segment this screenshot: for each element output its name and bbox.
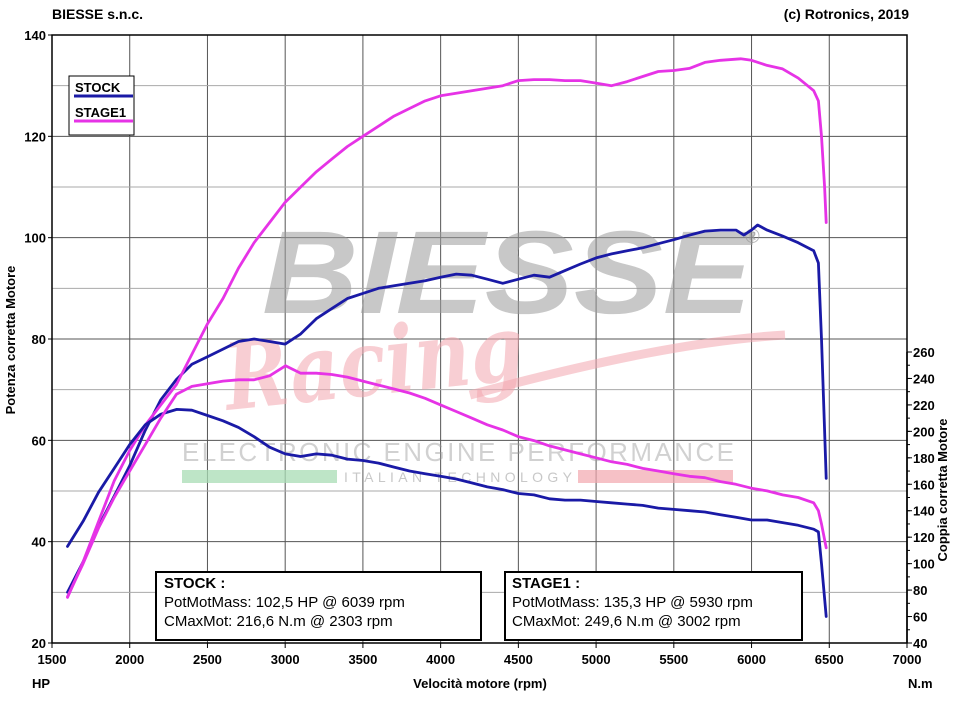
x-tick-label: 7000 xyxy=(893,652,922,667)
y-left-tick-label: 140 xyxy=(24,28,46,43)
copyright-text: (c) Rotronics, 2019 xyxy=(783,6,909,22)
y-right-tick-label: 160 xyxy=(913,477,935,492)
chart-series xyxy=(66,57,828,618)
y-right-tick-label: 240 xyxy=(913,371,935,386)
summary-stock-title: STOCK : xyxy=(164,575,225,592)
y-right-tick-label: 80 xyxy=(913,583,927,598)
chart-axes: 1500 2000 2500 3000 3500 4000 4500 5000 5500 6000… xyxy=(24,28,934,667)
y-right-tick-label: 200 xyxy=(913,424,935,439)
series-line-stock-torque xyxy=(66,407,828,618)
y-axis-title-left: Potenza corretta Motore xyxy=(3,266,18,415)
series-line-stage1-torque xyxy=(66,364,828,599)
x-tick-label: 1500 xyxy=(38,652,67,667)
x-tick-label: 3000 xyxy=(271,652,300,667)
y-axis-title-right: Coppia corretta Motore xyxy=(935,418,950,561)
series-line-stage1-power xyxy=(66,57,828,599)
legend-label-stock: STOCK xyxy=(75,80,121,95)
watermark-tagline: ELECTRONIC ENGINE PERFORMANCE xyxy=(182,437,734,467)
legend-label-stage1: STAGE1 xyxy=(75,105,126,120)
summary-stage1-power: PotMotMass: 135,3 HP @ 5930 rpm xyxy=(512,594,753,611)
y-left-tick-label: 20 xyxy=(32,636,46,651)
watermark-pink-bar xyxy=(578,470,733,483)
y-right-tick-label: 60 xyxy=(913,610,927,625)
y-right-tick-label: 260 xyxy=(913,345,935,360)
x-tick-label: 2000 xyxy=(115,652,144,667)
watermark-swoosh xyxy=(468,330,786,400)
y-left-tick-label: 60 xyxy=(32,433,46,448)
summary-stock-power: PotMotMass: 102,5 HP @ 6039 rpm xyxy=(164,594,405,611)
y-left-tick-label: 80 xyxy=(32,332,46,347)
summary-box-stage1: STAGE1 : PotMotMass: 135,3 HP @ 5930 rpm… xyxy=(504,571,803,641)
y-right-tick-label: 40 xyxy=(913,636,927,651)
company-name: BIESSE s.n.c. xyxy=(52,6,144,22)
legend-box xyxy=(68,75,135,136)
x-axis-unit-left: HP xyxy=(32,676,50,691)
legend: STOCK STAGE1 xyxy=(68,75,135,136)
y-left-tick-label: 40 xyxy=(32,535,46,550)
summary-stage1-title: STAGE1 : xyxy=(512,575,580,592)
x-tick-label: 6500 xyxy=(815,652,844,667)
x-tick-label: 4500 xyxy=(504,652,533,667)
summary-stock-torque: CMaxMot: 216,6 N.m @ 2303 rpm xyxy=(164,613,393,630)
y-right-tick-label: 140 xyxy=(913,504,935,519)
x-tick-label: 6000 xyxy=(737,652,766,667)
x-axis-title: Velocità motore (rpm) xyxy=(413,676,547,691)
series-line-stock-power xyxy=(66,223,828,594)
y-right-tick-label: 100 xyxy=(913,557,935,572)
x-tick-label: 5500 xyxy=(659,652,688,667)
y-right-tick-label: 120 xyxy=(913,530,935,545)
x-tick-label: 3500 xyxy=(348,652,377,667)
y-left-tick-label: 120 xyxy=(24,129,46,144)
summary-box-stock: STOCK : PotMotMass: 102,5 HP @ 6039 rpm … xyxy=(155,571,482,641)
x-axis-unit-right: N.m xyxy=(908,676,933,691)
y-left-tick-label: 100 xyxy=(24,231,46,246)
y-right-tick-label: 220 xyxy=(913,398,935,413)
summary-stage1-torque: CMaxMot: 249,6 N.m @ 3002 rpm xyxy=(512,613,741,630)
y-right-tick-label: 180 xyxy=(913,451,935,466)
watermark-green-bar xyxy=(182,470,337,483)
x-tick-label: 5000 xyxy=(582,652,611,667)
watermark: BIESSE ® Racing ELECTRONIC ENGINE PERFOR… xyxy=(182,207,786,485)
x-tick-label: 4000 xyxy=(426,652,455,667)
x-tick-label: 2500 xyxy=(193,652,222,667)
watermark-brand: BIESSE xyxy=(262,207,756,339)
